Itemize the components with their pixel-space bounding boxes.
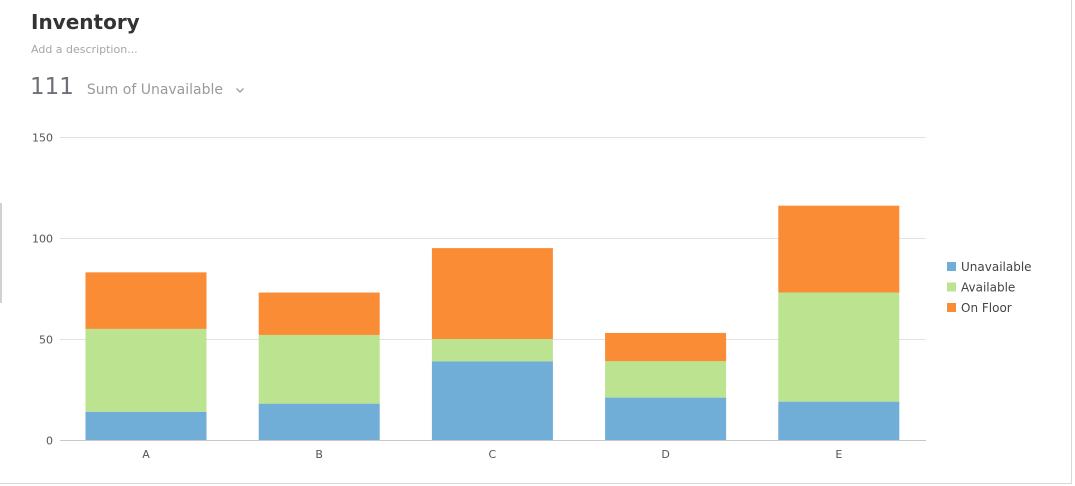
legend-swatch [947,303,956,312]
description-input[interactable]: Add a description... [31,43,138,56]
bar-E-available[interactable] [778,292,900,402]
legend-swatch [947,262,956,271]
chart-title[interactable]: Inventory [31,10,140,34]
legend: Unavailable Available On Floor [947,260,1032,315]
bar-B-available[interactable] [258,334,380,404]
bar-E-unavailable[interactable] [778,401,900,440]
chevron-down-icon [235,83,245,93]
bar-B-unavailable[interactable] [258,403,380,440]
bar-E-on-floor[interactable] [778,205,900,293]
legend-swatch [947,282,956,292]
bar-C-available[interactable] [431,339,553,362]
metric-summary: 111 Sum of Unavailable [30,74,245,100]
metric-aggregation-label: Sum of Unavailable [86,82,224,98]
y-tick-label: 0 [46,435,53,448]
bar-A-available[interactable] [85,328,207,412]
y-axis: 0 50 100 150 [32,132,53,448]
bar-D-unavailable[interactable] [605,397,727,440]
legend-label: Unavailable [961,260,1032,274]
bar-C-on-floor[interactable] [431,248,553,339]
bar-A-on-floor[interactable] [85,272,207,329]
bar-A-unavailable[interactable] [85,411,207,440]
y-tick-label: 50 [39,334,53,347]
legend-item-on-floor[interactable]: On Floor [947,301,1012,315]
metric-aggregation-dropdown[interactable]: Sum of Unavailable [87,82,245,98]
legend-label: On Floor [961,301,1012,315]
x-tick-label: B [315,448,323,461]
legend-label: Available [961,281,1015,295]
bar-C-unavailable[interactable] [431,361,553,440]
x-tick-label: C [489,448,497,461]
x-tick-label: D [661,448,669,461]
x-axis: A B C D E [142,448,842,461]
legend-item-unavailable[interactable]: Unavailable [947,260,1032,274]
legend-item-available[interactable]: Available [947,281,1015,295]
y-tick-label: 150 [32,132,53,145]
card-edge-divider [0,203,2,303]
y-tick-label: 100 [32,233,53,246]
bar-B-on-floor[interactable] [258,292,380,335]
x-tick-label: A [142,448,150,461]
bar-D-on-floor[interactable] [605,332,727,362]
x-tick-label: E [835,448,842,461]
bar-D-available[interactable] [605,361,727,398]
metric-value: 111 [30,74,74,100]
bars [85,205,900,440]
